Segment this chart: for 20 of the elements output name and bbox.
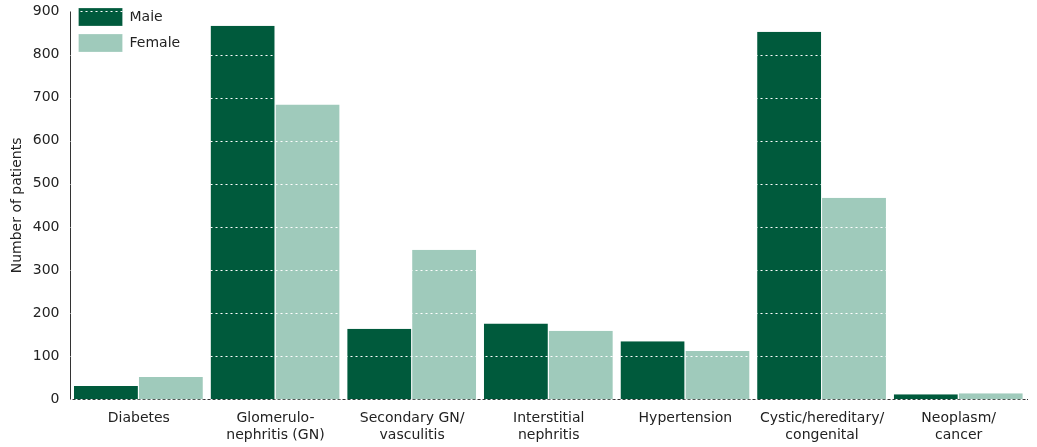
y-tick-label: 500 [32, 174, 60, 191]
y-tick-label: 100 [32, 346, 60, 363]
y-tick-label: 700 [32, 88, 60, 105]
legend-label: Female [129, 33, 181, 50]
y-tick-label: 300 [32, 260, 60, 277]
x-tick-label: Diabetes [107, 409, 170, 426]
y-tick-label: 0 [50, 390, 60, 407]
x-tick-label: Cystic/hereditary/ congenital [759, 409, 885, 443]
y-tick-label: 400 [32, 217, 60, 234]
legend-label: Male [129, 7, 163, 24]
y-tick-label: 600 [32, 131, 60, 148]
y-tick-label: 800 [32, 45, 60, 62]
x-tick-label: Secondary GN/ vasculitis [359, 409, 465, 443]
x-tick-label: Hypertension [638, 409, 733, 426]
x-tick-label: Glomerulo- nephritis (GN) [226, 409, 325, 443]
x-tick-label: Interstitial nephritis [513, 409, 585, 443]
y-tick-label: 900 [32, 2, 60, 19]
y-axis-title: Number of patients [8, 137, 25, 274]
y-tick-label: 200 [32, 303, 60, 320]
x-tick-label: Neoplasm/ cancer [921, 409, 997, 443]
